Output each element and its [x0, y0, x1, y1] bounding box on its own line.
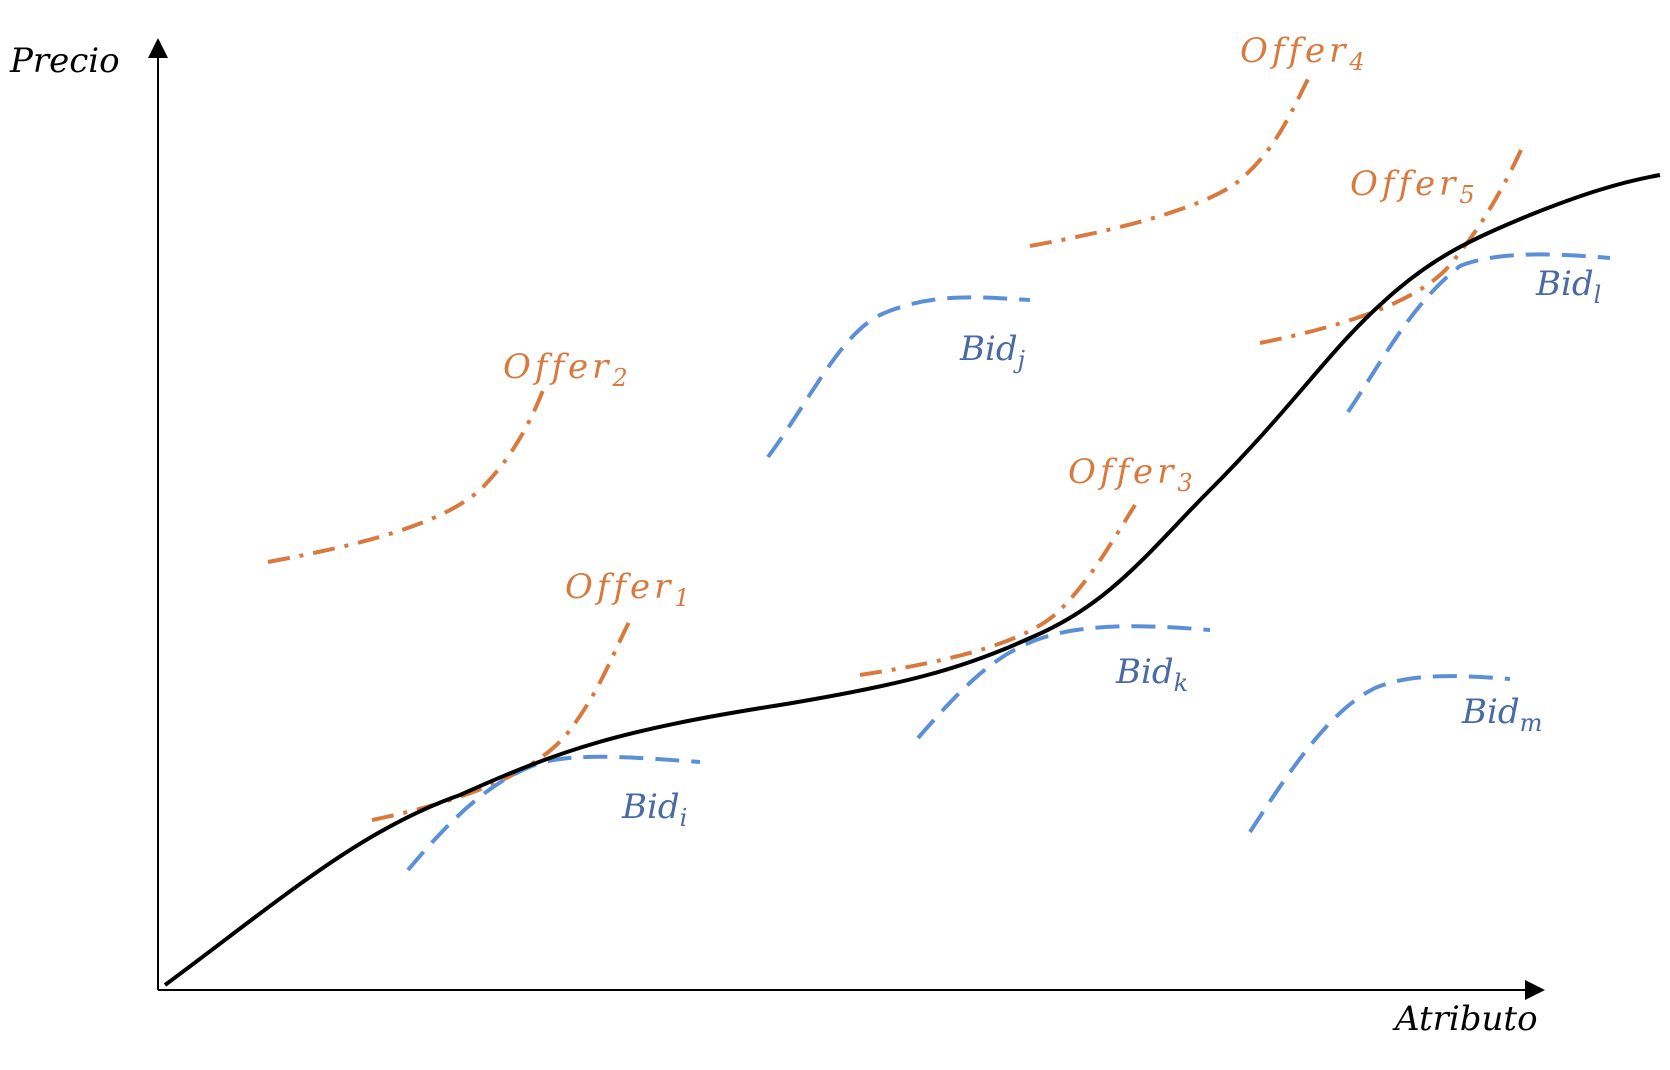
bid-label-i: Bidi [621, 787, 687, 832]
offer-label-2: Offer2 [503, 347, 632, 392]
offer-label-3-sub: 3 [1177, 469, 1196, 497]
offer-label-2-base: Offer [503, 347, 612, 387]
y-axis-title: Precio [9, 41, 120, 81]
offer-label-3-base: Offer [1068, 452, 1177, 492]
bid-curve-m [1248, 674, 1511, 834]
offer-curve-4 [1029, 74, 1312, 248]
offer-label-1-base: Offer [565, 567, 674, 607]
offer-curve-5 [1259, 147, 1524, 345]
offer-curves [267, 74, 1524, 822]
offer-label-1: Offer1 [565, 567, 694, 612]
offer-curve-1 [371, 619, 632, 822]
bid-label-l-sub: l [1594, 281, 1602, 309]
equilibrium-curve [163, 173, 1661, 987]
bid-label-j-base: Bid [959, 329, 1018, 369]
bid-label-j: Bidj [959, 329, 1026, 374]
x-axis-title: Atributo [1392, 999, 1538, 1039]
bid-label-i-base: Bid [621, 787, 680, 827]
bid-labels: Bidi Bidj Bidk Bidl Bidm [621, 264, 1601, 832]
bid-curve-k [916, 624, 1211, 740]
bid-label-l-base: Bid [1535, 264, 1594, 304]
offer-curve-3 [859, 503, 1137, 677]
offer-label-4-base: Offer [1240, 31, 1349, 71]
offer-label-4: Offer4 [1240, 31, 1369, 76]
offer-label-1-sub: 1 [674, 584, 693, 612]
bid-label-m-base: Bid [1461, 692, 1520, 732]
bid-label-k: Bidk [1115, 652, 1188, 697]
bid-label-k-base: Bid [1115, 652, 1174, 692]
bid-label-m: Bidm [1461, 692, 1542, 737]
bid-curve-i [406, 754, 701, 872]
bid-label-k-sub: k [1174, 669, 1189, 697]
offer-curve-2 [267, 384, 547, 564]
offer-label-2-sub: 2 [611, 364, 631, 392]
bid-label-m-sub: m [1520, 709, 1543, 737]
axes: Precio Atributo [9, 38, 1545, 1039]
bid-curve-l [1346, 252, 1611, 414]
bid-curve-j [766, 295, 1031, 459]
offer-labels: Offer1 Offer2 Offer3 Offer4 Offer5 [503, 31, 1479, 612]
offer-label-5-base: Offer [1350, 164, 1459, 204]
bid-curves [406, 252, 1611, 872]
offer-label-5-sub: 5 [1459, 181, 1478, 209]
offer-label-3: Offer3 [1068, 452, 1197, 497]
bid-label-i-sub: i [680, 804, 688, 832]
offer-label-5: Offer5 [1350, 164, 1479, 209]
offer-label-4-sub: 4 [1348, 48, 1368, 76]
bid-label-l: Bidl [1535, 264, 1601, 309]
